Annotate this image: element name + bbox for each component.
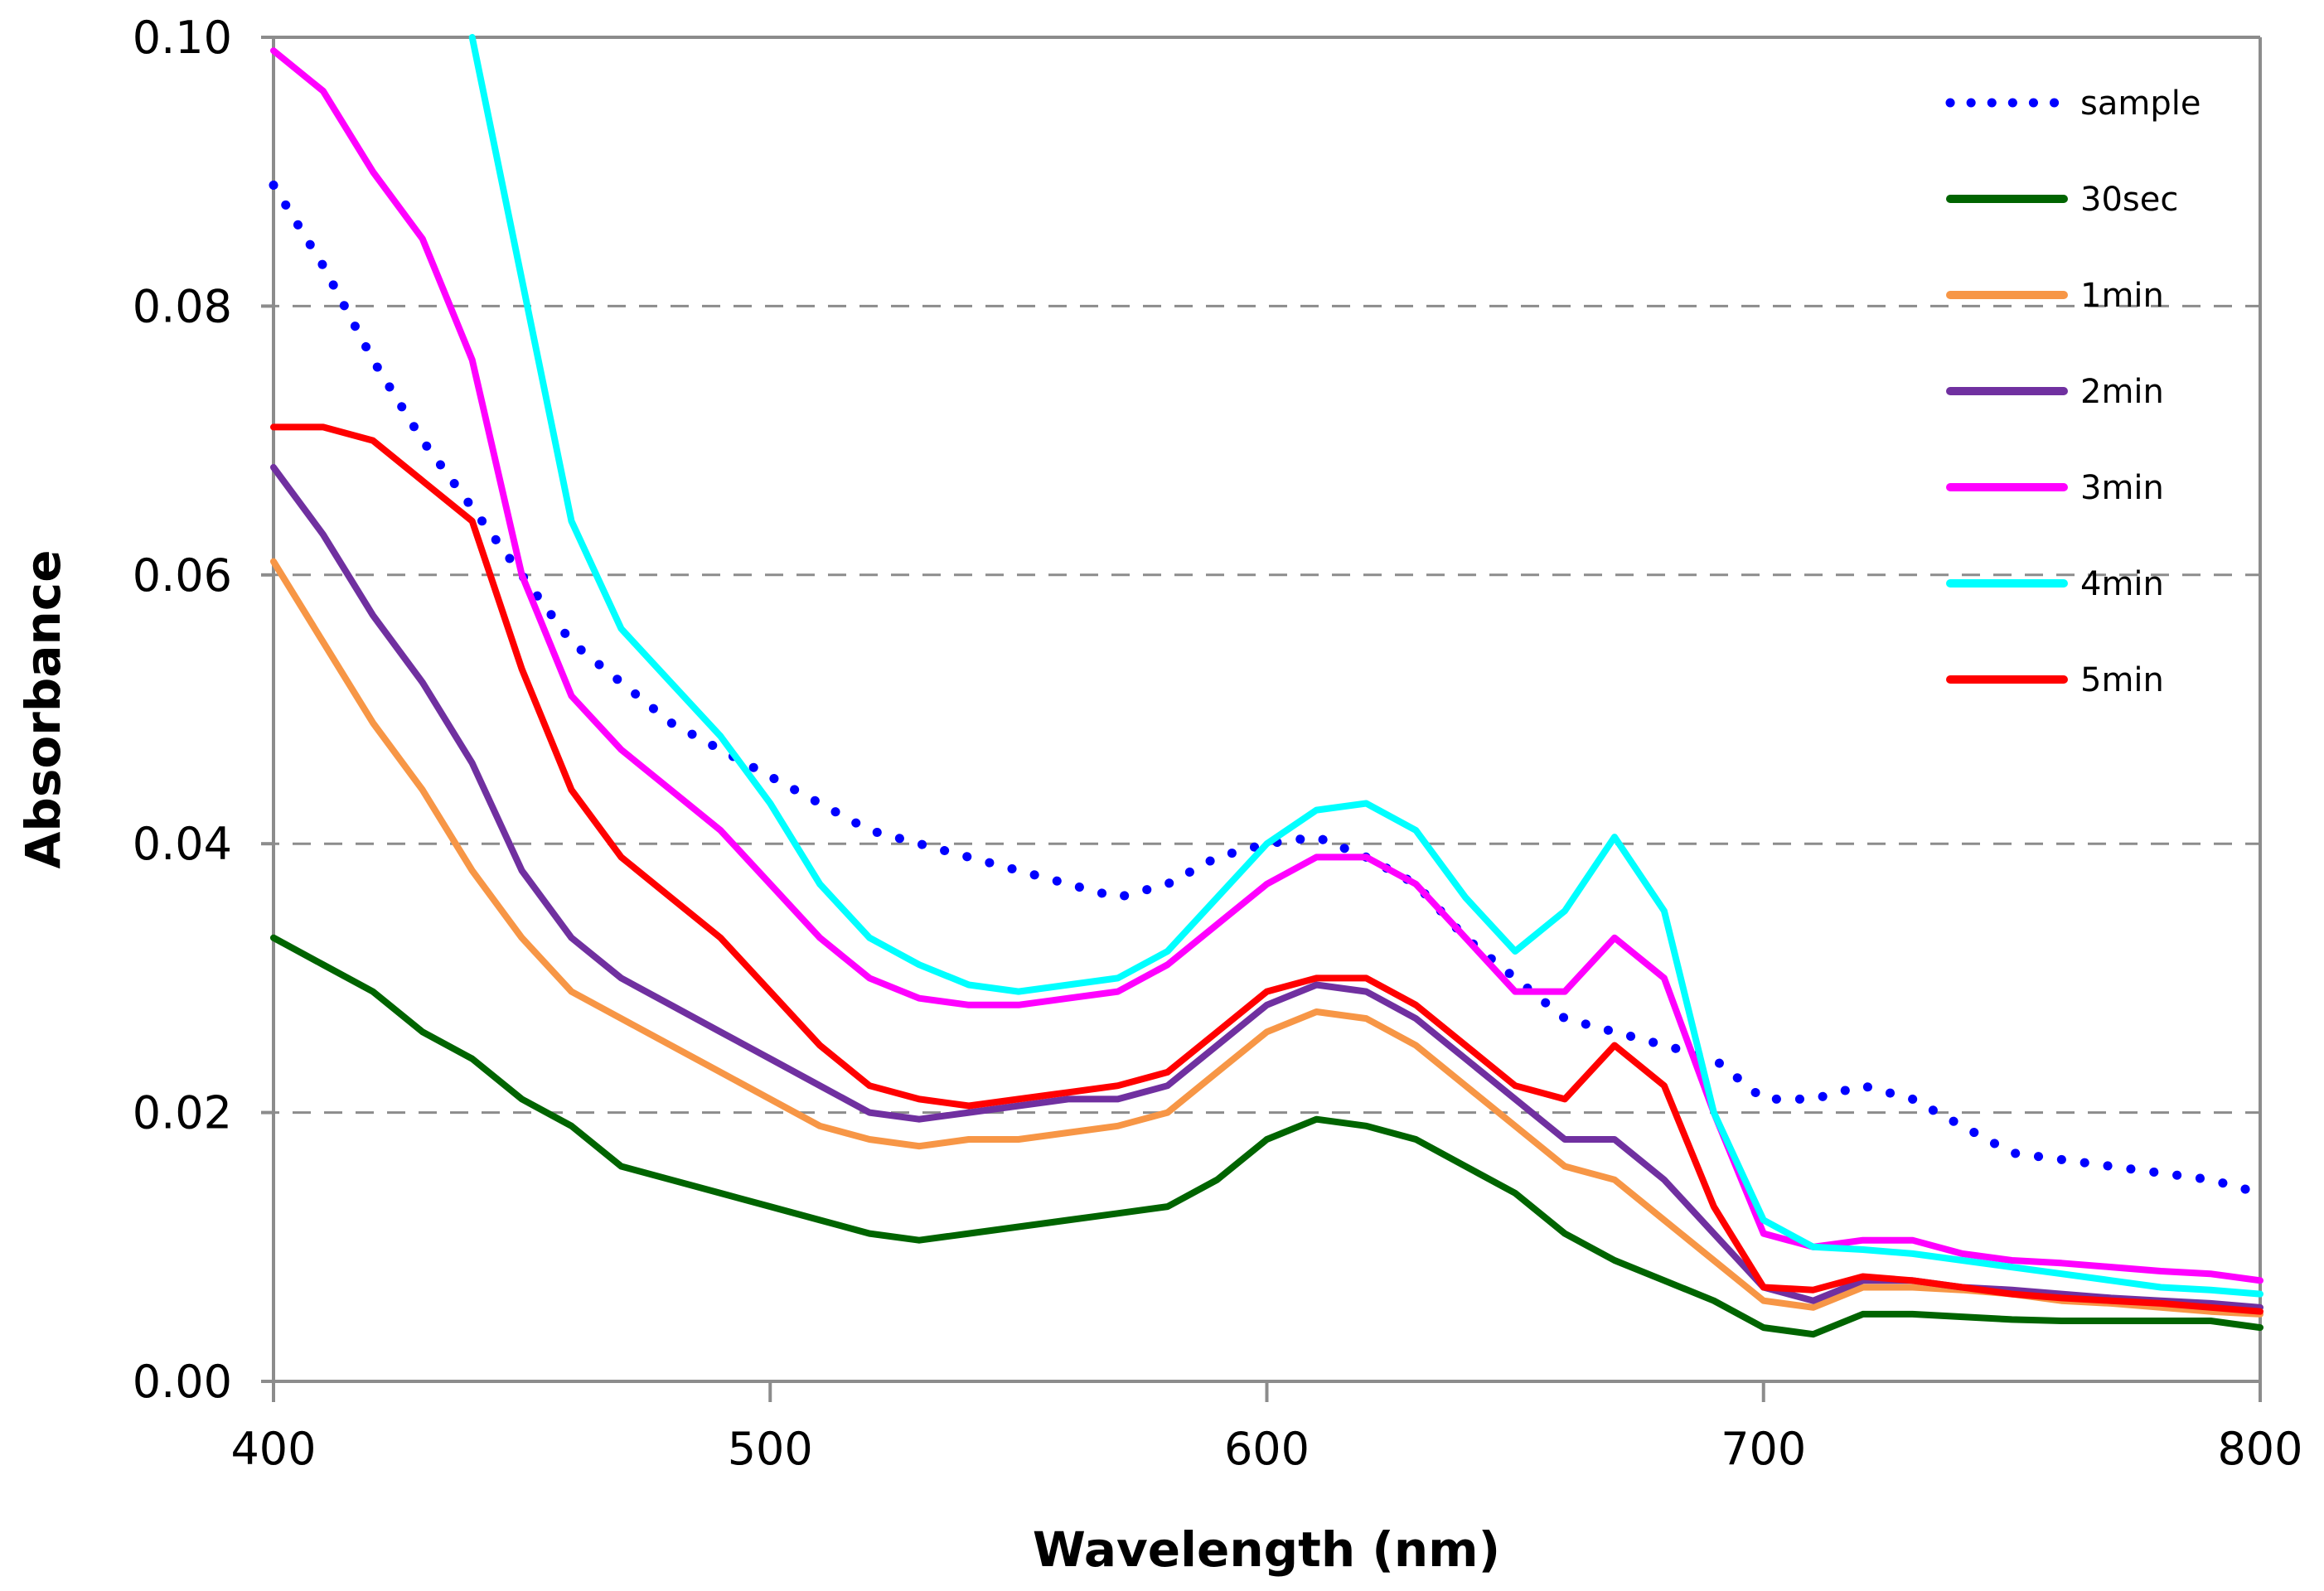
y-tick-label: 0.06 <box>133 549 232 602</box>
series-line-1min <box>270 558 2263 1318</box>
legend-label: 1min <box>2080 277 2164 315</box>
x-tick-labels: 400 500 600 700 800 <box>230 1423 2302 1475</box>
y-tick-label: 0.04 <box>133 818 232 870</box>
legend-label: 30sec <box>2080 181 2178 219</box>
legend-label: 4min <box>2080 565 2164 603</box>
x-tick-label: 500 <box>728 1423 813 1475</box>
series-line-4min <box>468 34 2263 1298</box>
axes <box>261 36 2262 1402</box>
legend-label: 2min <box>2080 373 2164 411</box>
x-tick-label: 700 <box>1721 1423 1806 1475</box>
x-tick-label: 800 <box>2217 1423 2302 1475</box>
series-lines <box>269 34 2265 1338</box>
x-tick-label: 600 <box>1224 1423 1310 1475</box>
legend: sample 30sec 1min 2min 3min 4min 5min <box>1945 85 2201 699</box>
legend-label: 5min <box>2080 661 2164 699</box>
y-tick-labels: 0.00 0.02 0.04 0.06 0.08 0.10 <box>133 12 232 1408</box>
legend-label: sample <box>2080 85 2201 123</box>
y-tick-label: 0.00 <box>133 1356 232 1408</box>
series-line-3min <box>270 47 2263 1284</box>
series-line-5min <box>270 423 2263 1315</box>
x-tick-label: 400 <box>230 1423 316 1475</box>
legend-label: 3min <box>2080 469 2164 507</box>
x-axis-title: Wavelength (nm) <box>1033 1521 1500 1578</box>
series-line-30sec <box>270 934 2263 1338</box>
y-axis-title: Absorbance <box>15 549 71 868</box>
y-tick-label: 0.02 <box>133 1087 232 1139</box>
y-tick-label: 0.08 <box>133 280 232 332</box>
y-tick-label: 0.10 <box>133 12 232 64</box>
gridlines <box>261 304 2260 1115</box>
